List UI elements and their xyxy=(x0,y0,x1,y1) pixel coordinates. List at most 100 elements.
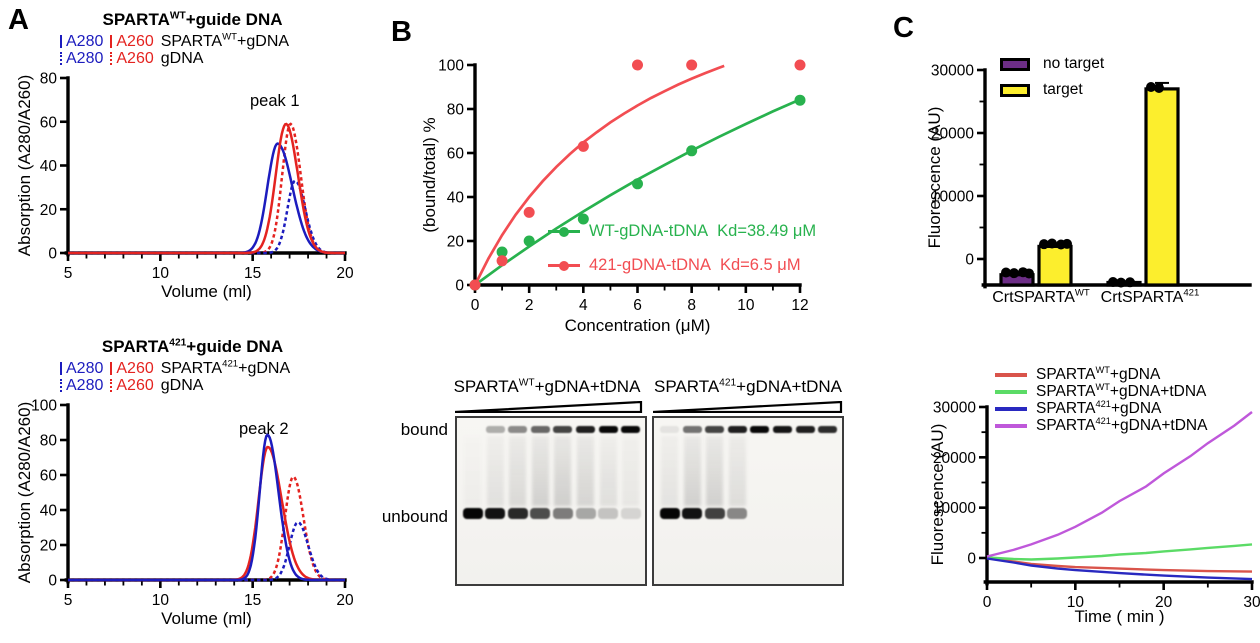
svg-text:12: 12 xyxy=(791,297,808,314)
legend-row-sample: A280 A260 SPARTA421+gDNA xyxy=(60,359,290,377)
kd-value: Kd=38.49 μM xyxy=(717,222,817,240)
svg-text:20: 20 xyxy=(336,592,354,609)
panel-b-label: B xyxy=(391,16,413,48)
a280-label: A280 xyxy=(66,360,104,377)
target-swatch xyxy=(1000,83,1030,97)
kd-value: Kd=6.5 μM xyxy=(719,256,801,274)
line-legend-wt-gdna: SPARTAWT+gDNA xyxy=(995,364,1161,384)
svg-text:0: 0 xyxy=(965,251,974,268)
a260-solid-marker xyxy=(110,35,113,48)
svg-text:15: 15 xyxy=(244,265,261,282)
svg-text:8: 8 xyxy=(687,297,696,314)
gel-band xyxy=(553,426,573,433)
svg-text:100: 100 xyxy=(31,398,57,415)
bar-legend-no-target: no target xyxy=(1000,55,1104,73)
a280-label: A280 xyxy=(66,33,104,50)
unbound-row-label: unbound xyxy=(381,507,448,526)
legend-row-sample: A280 A260 SPARTAWT+gDNA xyxy=(60,31,289,50)
gel-band xyxy=(552,508,573,519)
svg-text:10: 10 xyxy=(152,265,170,282)
svg-text:60: 60 xyxy=(447,146,465,163)
category-sup: 421 xyxy=(1183,287,1200,299)
category-sup: WT xyxy=(1074,287,1090,299)
series-base: SPARTA xyxy=(1036,366,1096,383)
a260-dotted-marker xyxy=(110,52,113,65)
a260-label: A260 xyxy=(116,50,154,67)
binding-legend-wt: WT-gDNA-tDNA Kd=38.49 μM xyxy=(548,222,816,241)
svg-text:30000: 30000 xyxy=(931,63,974,80)
series-sup: WT xyxy=(1095,364,1110,375)
a280-solid-marker xyxy=(60,362,62,375)
sample-base: SPARTA xyxy=(160,360,223,377)
svg-text:Volume (ml): Volume (ml) xyxy=(161,282,252,301)
svg-text:0: 0 xyxy=(983,594,992,611)
title-base: SPARTA xyxy=(102,10,170,29)
svg-text:40: 40 xyxy=(40,503,58,520)
legend-label: target xyxy=(1043,81,1083,98)
gel-wt-title: SPARTAWT+gDNA+tDNA xyxy=(451,377,643,397)
bar-legend-target: target xyxy=(1000,81,1083,99)
gel-band xyxy=(462,508,483,519)
gel-band xyxy=(508,426,528,433)
series-rest: +gDNA xyxy=(1109,366,1161,383)
svg-text:20: 20 xyxy=(1155,594,1173,611)
sample-name: SPARTA421+gDNA xyxy=(160,359,290,377)
sample-sup: WT xyxy=(222,31,238,43)
title-base: SPARTA xyxy=(101,337,170,356)
svg-text:6: 6 xyxy=(633,297,642,314)
line-dot-marker xyxy=(548,260,580,271)
line-marker xyxy=(995,390,1027,394)
gel-title-sup: 421 xyxy=(719,377,737,389)
panel-a-label: A xyxy=(8,4,30,36)
gel-band xyxy=(620,508,641,519)
svg-text:20000: 20000 xyxy=(931,125,974,142)
sample-name: SPARTAWT+gDNA xyxy=(161,31,289,50)
binding-curve-chart: 0 2 4 6 8 10 12 0 20 40 60 80 100 Concentration (μM) (… xyxy=(420,58,809,336)
category-crtsparta-421: CrtSPARTA421 xyxy=(1070,287,1230,307)
series-rest: +gDNA+tDNA xyxy=(1110,417,1208,434)
gel-title-sup: WT xyxy=(518,377,535,389)
svg-text:(bound/total) %: (bound/total) % xyxy=(420,117,439,232)
svg-text:80: 80 xyxy=(447,102,465,119)
line-marker xyxy=(995,424,1027,428)
gel-title-base: SPARTA xyxy=(453,377,519,396)
series-name: WT-gDNA-tDNA xyxy=(589,222,709,240)
gel-band xyxy=(704,508,725,519)
svg-text:Fluorescence (AU): Fluorescence (AU) xyxy=(925,107,944,249)
gel-band xyxy=(705,426,725,433)
svg-text:2: 2 xyxy=(525,297,534,314)
title-rest: +guide DNA xyxy=(185,10,283,29)
legend-row-gdna: A280 A260 gDNA xyxy=(60,50,289,67)
svg-text:0: 0 xyxy=(48,573,57,590)
svg-text:10: 10 xyxy=(737,297,755,314)
a280-dotted-marker xyxy=(60,52,62,65)
svg-text:10: 10 xyxy=(1067,594,1085,611)
a280-solid-marker xyxy=(60,35,62,48)
gel-smear xyxy=(554,436,572,506)
line-dot-marker xyxy=(548,226,580,237)
category-crtsparta-wt: CrtSPARTAWT xyxy=(961,287,1121,307)
gel-band xyxy=(530,426,550,433)
svg-text:80: 80 xyxy=(40,71,58,88)
gel-band xyxy=(682,426,702,433)
gel-smear xyxy=(599,436,617,506)
a260-label: A260 xyxy=(116,33,154,50)
line-legend-wt-gdna-tdna: SPARTAWT+gDNA+tDNA xyxy=(995,381,1206,401)
gel-band xyxy=(727,508,748,519)
svg-text:Concentration (μM): Concentration (μM) xyxy=(565,316,711,335)
dot-marker xyxy=(559,260,569,271)
category-base: CrtSPARTA xyxy=(1100,289,1184,306)
a260-dotted-marker xyxy=(110,379,113,392)
gel-smear xyxy=(464,436,481,506)
gel-band xyxy=(682,508,703,519)
gel-title-rest: +gDNA+tDNA xyxy=(736,377,842,396)
gel-smear xyxy=(683,436,701,506)
series-sup: WT xyxy=(1095,381,1110,392)
gel-smear xyxy=(728,436,746,506)
svg-text:40: 40 xyxy=(40,158,58,175)
sample-base: gDNA xyxy=(160,377,204,394)
sample-name: gDNA xyxy=(161,377,204,394)
peak2-annotation: peak 2 xyxy=(239,420,289,438)
concentration-wedge-icon xyxy=(455,401,643,413)
svg-text:Fluorescence (AU): Fluorescence (AU) xyxy=(928,424,947,566)
